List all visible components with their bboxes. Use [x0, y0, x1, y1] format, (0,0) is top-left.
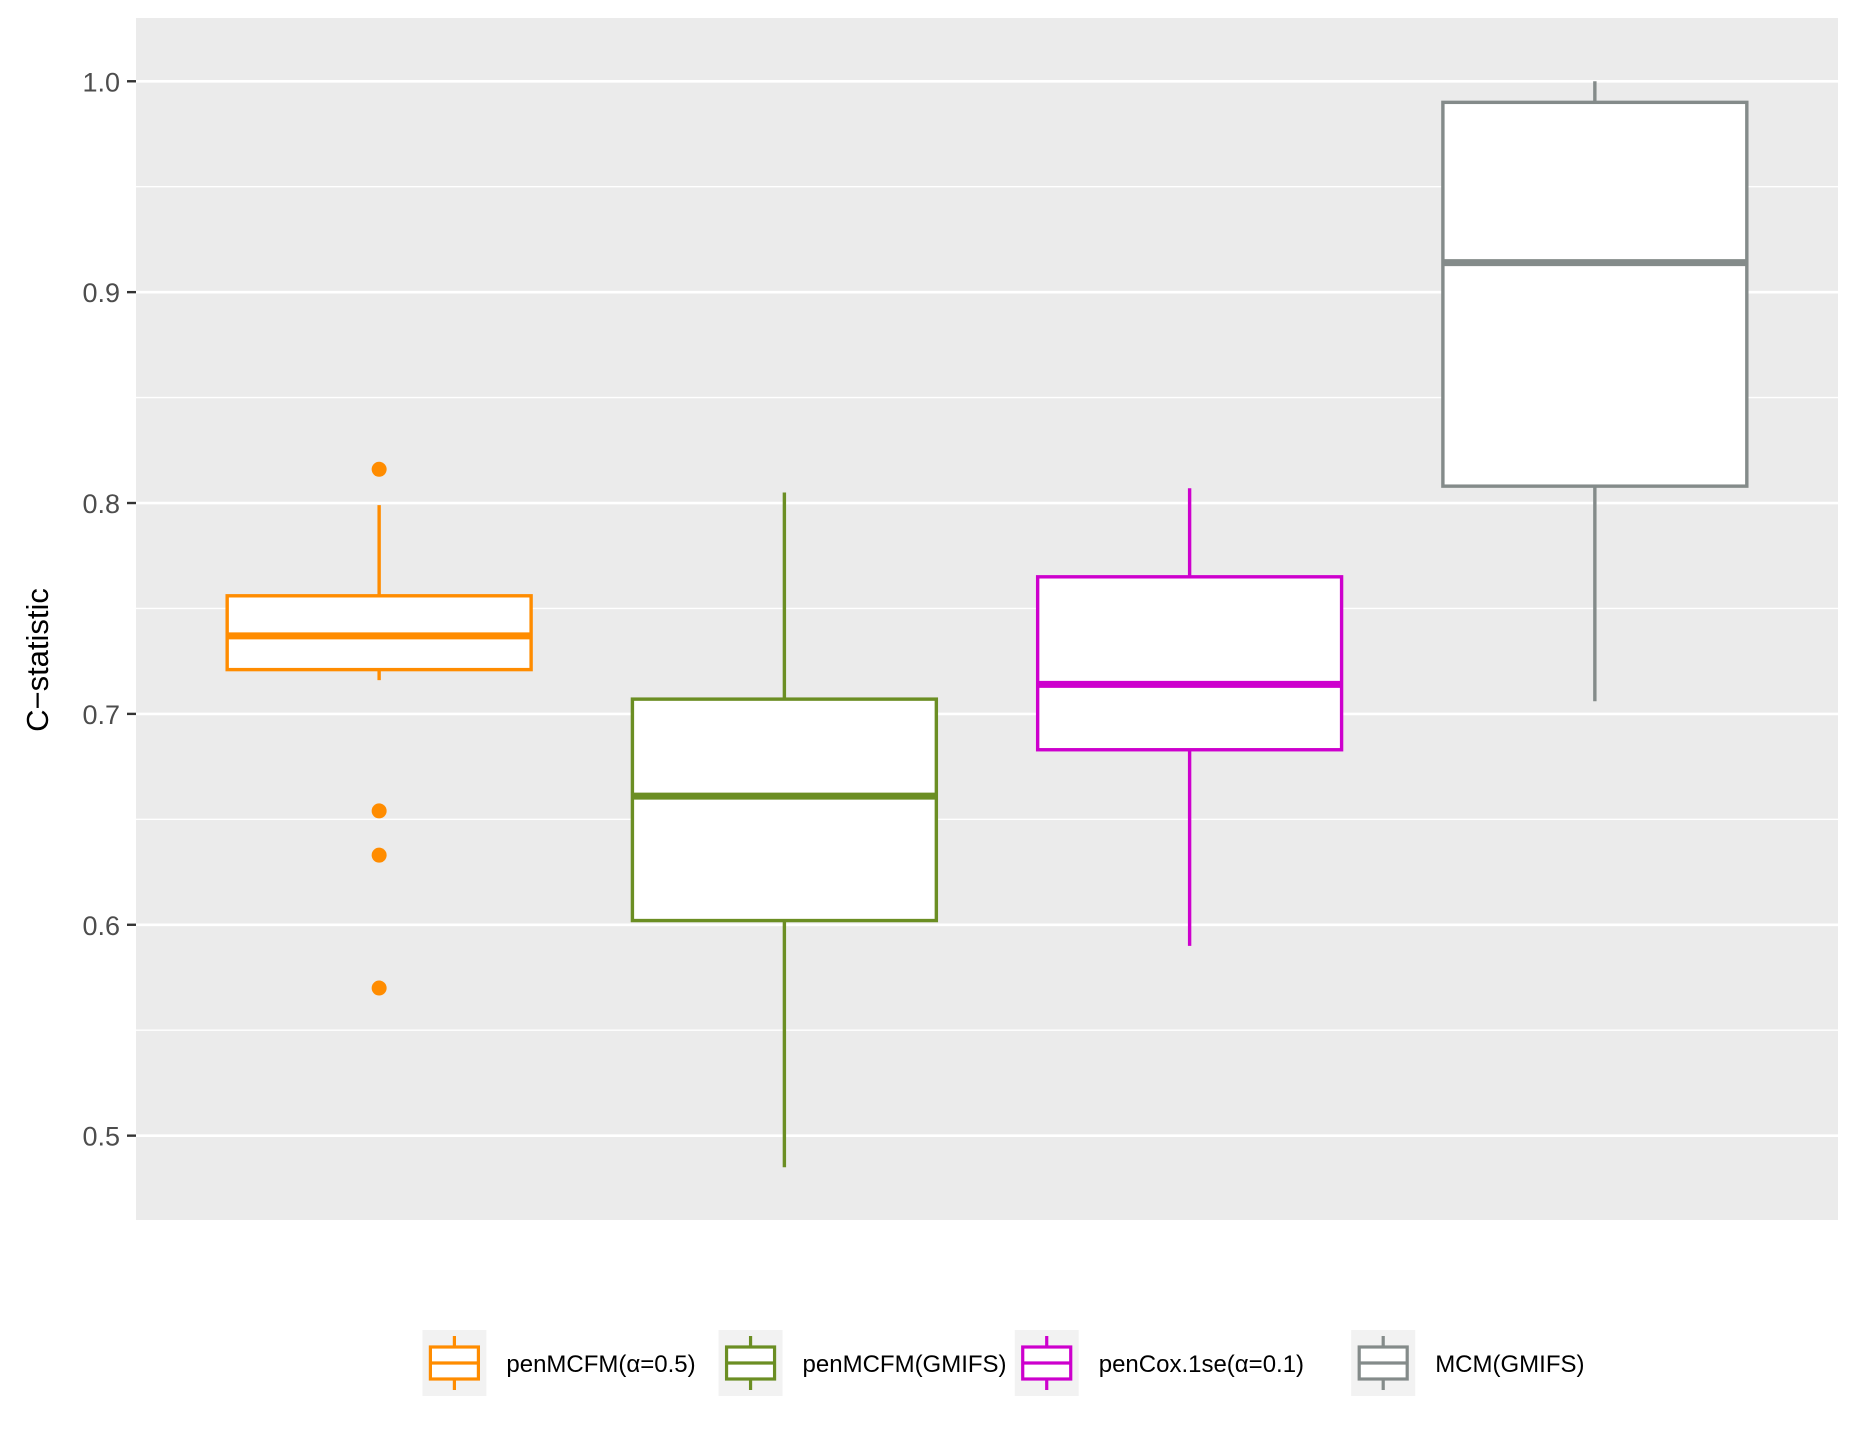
- legend-item-3: MCM(GMIFS): [1351, 1330, 1584, 1396]
- legend-item-2: penCox.1se(α=0.1): [1014, 1330, 1304, 1396]
- y-tick-label: 0.6: [82, 911, 120, 941]
- outlier-point: [371, 980, 387, 996]
- y-tick-label: 1.0: [82, 67, 120, 97]
- box: [1035, 575, 1344, 752]
- y-tick-label: 0.8: [82, 489, 120, 519]
- boxplot-1: [630, 492, 939, 1168]
- boxplot-3: [1441, 81, 1749, 702]
- legend-label: penMCFM(α=0.5): [506, 1351, 695, 1378]
- box: [630, 697, 939, 923]
- box: [1441, 100, 1749, 488]
- y-tick-label: 0.7: [82, 700, 120, 730]
- outlier-point: [371, 461, 387, 477]
- y-axis: 0.5 0.6 0.7 0.8 0.9 1.0: [82, 67, 136, 1152]
- y-tick-label: 0.9: [82, 278, 120, 308]
- legend: penMCFM(α=0.5) penMCFM(GMIFS) penCox.1se(α…: [422, 1330, 1584, 1396]
- boxplots: [225, 81, 1749, 1168]
- boxplot-2: [1035, 488, 1344, 946]
- boxplot-0: [225, 461, 533, 996]
- y-axis-label: C−statistic: [20, 588, 55, 732]
- legend-label: MCM(GMIFS): [1435, 1351, 1584, 1378]
- legend-item-1: penMCFM(GMIFS): [718, 1330, 1007, 1396]
- legend-label: penCox.1se(α=0.1): [1099, 1351, 1304, 1378]
- legend-label: penMCFM(GMIFS): [803, 1351, 1007, 1378]
- legend-item-0: penMCFM(α=0.5): [422, 1330, 696, 1396]
- y-tick-label: 0.5: [82, 1122, 120, 1152]
- outlier-point: [371, 803, 387, 819]
- outlier-point: [371, 847, 387, 863]
